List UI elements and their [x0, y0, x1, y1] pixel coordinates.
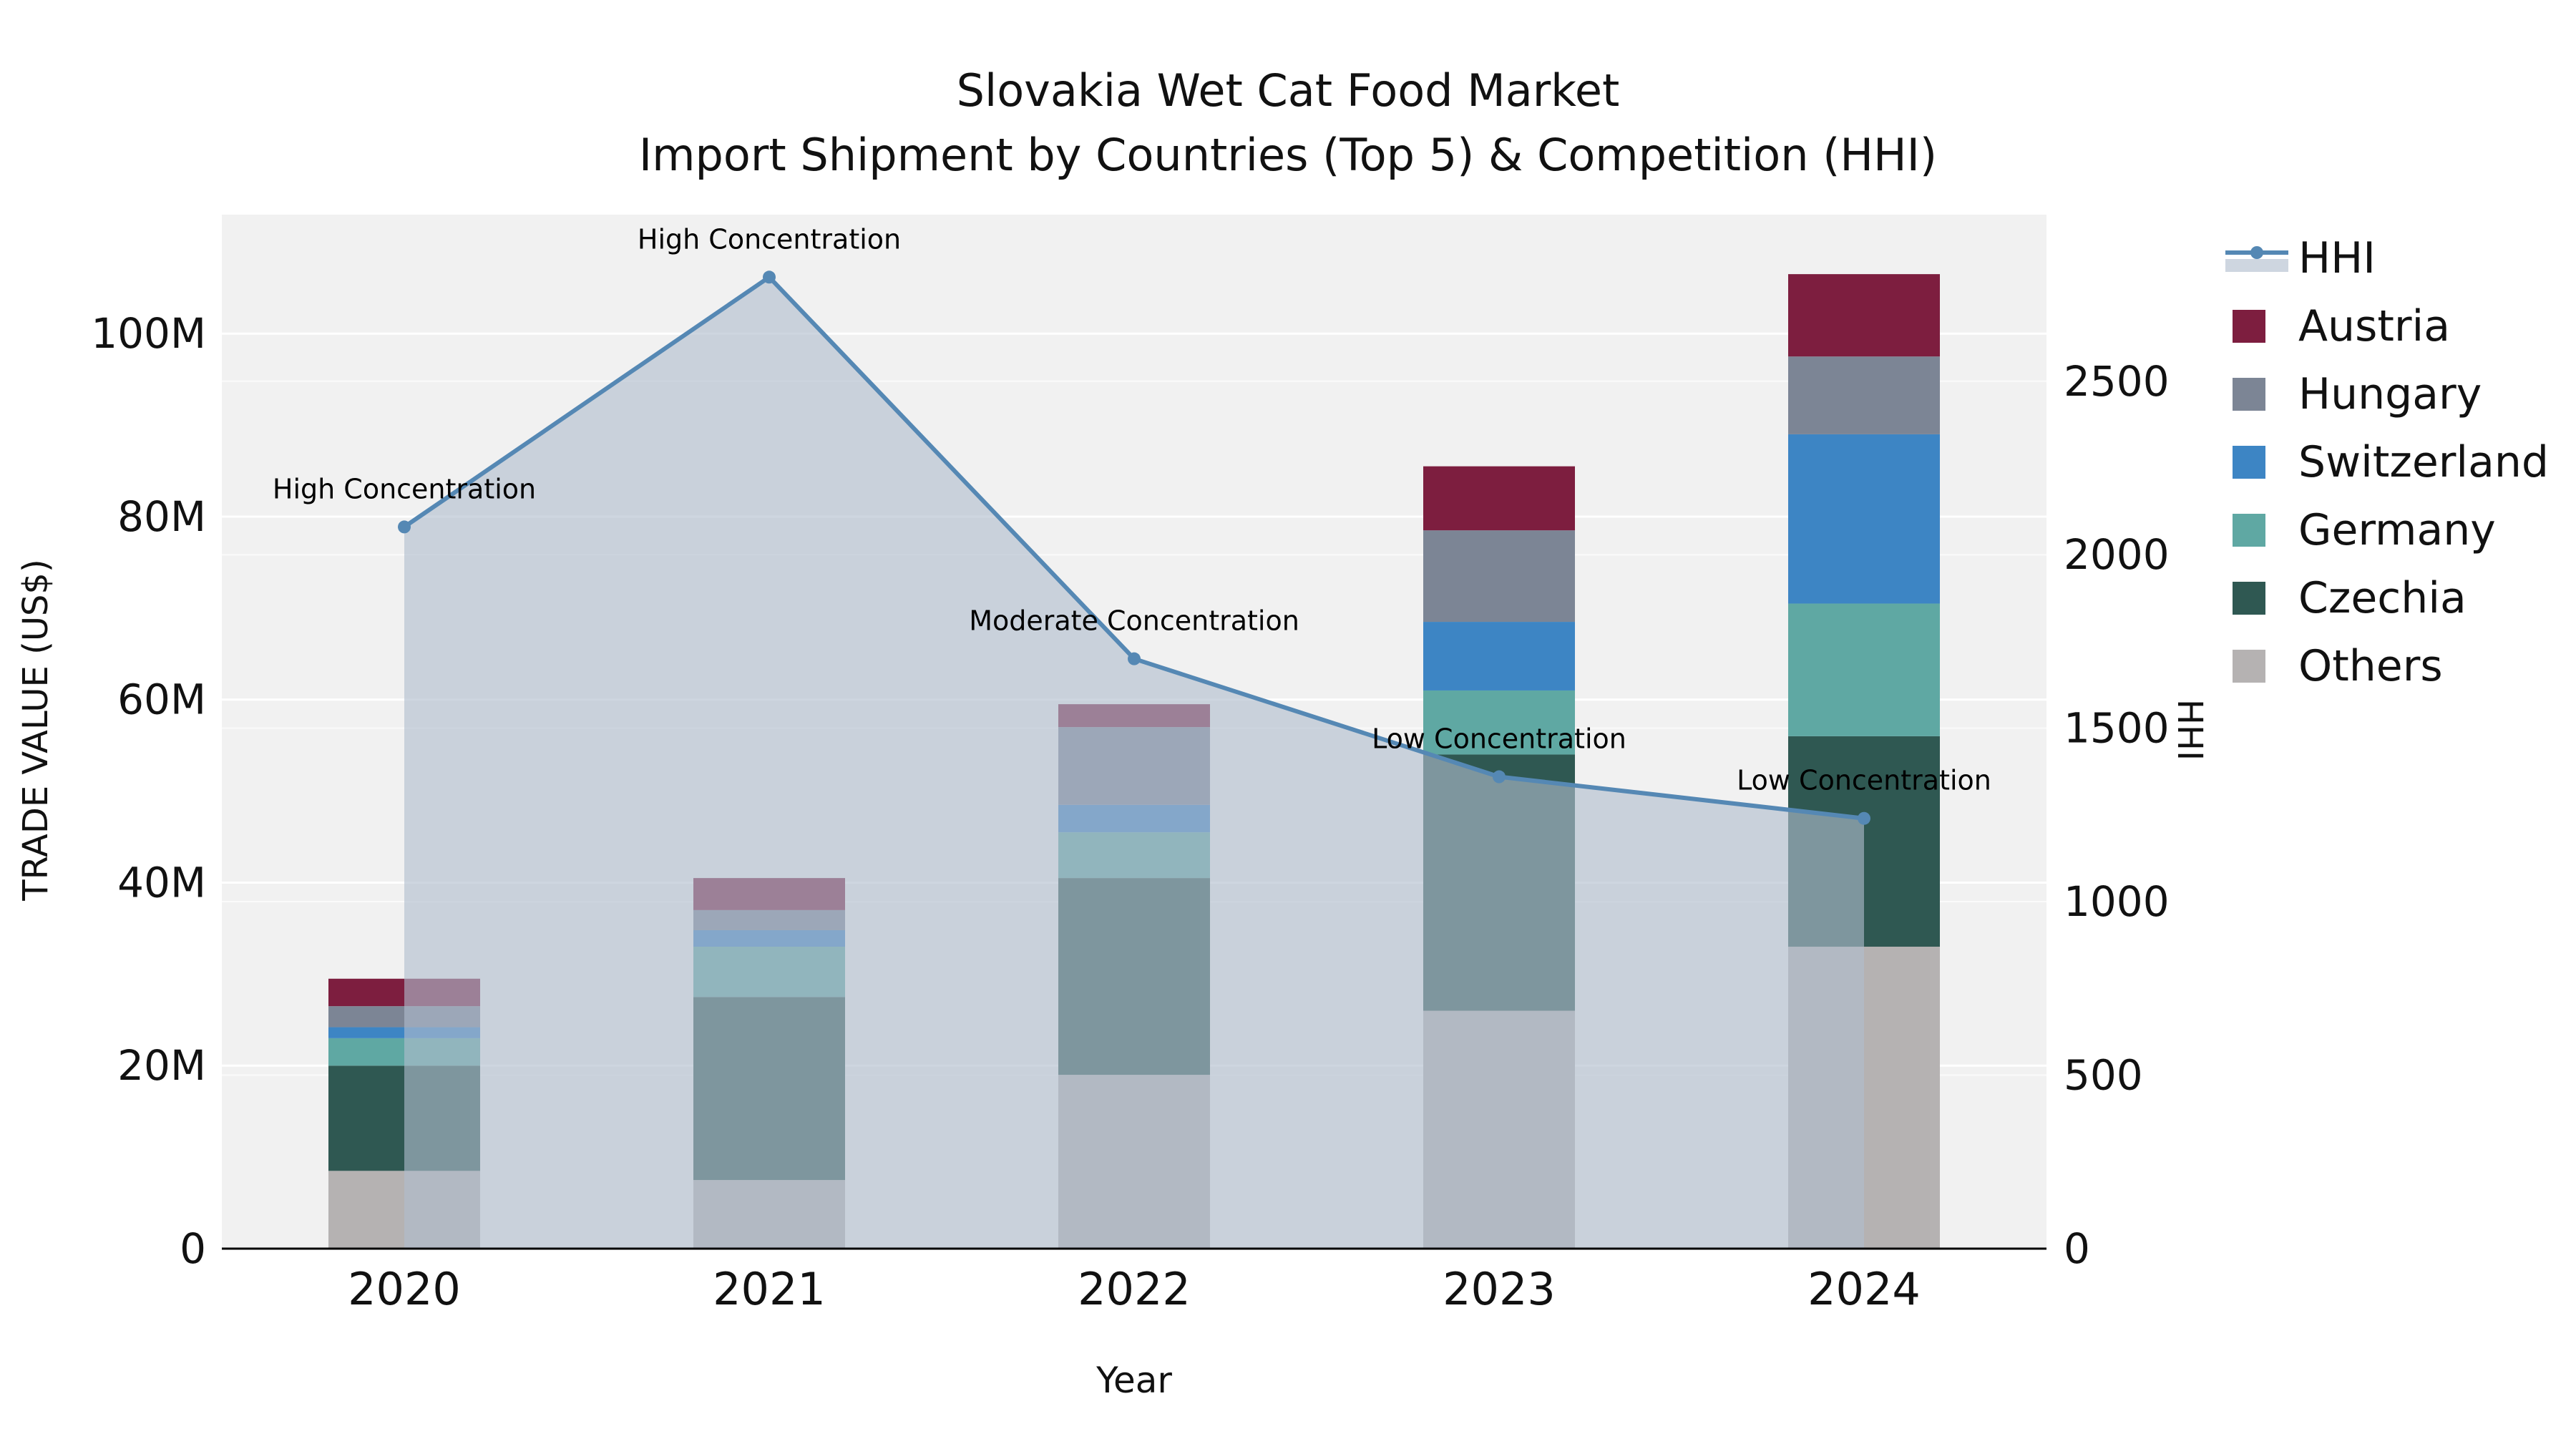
chart-subtitle: Import Shipment by Countries (Top 5) & C…: [638, 129, 1938, 181]
bar-segment-switzerland-2024: [1788, 434, 1940, 604]
y-left-tick-40M: 40M: [117, 858, 206, 907]
x-tick-2024: 2024: [1807, 1263, 1921, 1315]
bar-segment-hungary-2024: [1788, 356, 1940, 434]
legend-swatch-wrap: [2224, 242, 2293, 275]
legend-swatch-wrap: [2224, 310, 2293, 343]
x-tick-2022: 2022: [1078, 1263, 1191, 1315]
y-left-tick-100M: 100M: [91, 309, 206, 358]
legend-item-austria: Austria: [2224, 301, 2549, 351]
legend: HHI Austria Hungary Switzerland Germany Czech…: [2224, 233, 2549, 691]
hhi-marker-2024: [1858, 811, 1870, 825]
bar-segment-germany-2024: [1788, 603, 1940, 736]
legend-color-swatch: [2233, 378, 2265, 411]
bar-segment-austria-2024: [1788, 274, 1940, 357]
annotation-2022: Moderate Concentration: [969, 605, 1299, 637]
hhi-marker-2021: [763, 270, 776, 284]
legend-item-hungary: Hungary: [2224, 369, 2549, 419]
chart-title: Slovakia Wet Cat Food Market: [956, 64, 1620, 117]
annotation-2024: Low Concentration: [1737, 765, 1991, 796]
hhi-marker-2022: [1128, 652, 1141, 665]
y-right-tick-0: 0: [2064, 1224, 2090, 1273]
legend-swatch-wrap: [2224, 446, 2293, 479]
legend-label: Austria: [2298, 301, 2450, 351]
bar-segment-germany-2023: [1423, 690, 1575, 755]
legend-color-swatch: [2233, 310, 2265, 343]
legend-item-switzerland: Switzerland: [2224, 437, 2549, 487]
legend-item-hhi: HHI: [2224, 233, 2549, 283]
x-tick-2020: 2020: [348, 1263, 461, 1315]
y-right-tick-1000: 1000: [2064, 877, 2170, 926]
legend-label: Hungary: [2298, 369, 2482, 419]
legend-label: HHI: [2298, 233, 2376, 283]
bar-segment-switzerland-2023: [1423, 622, 1575, 691]
bar-segment-hungary-2023: [1423, 530, 1575, 623]
legend-swatch-wrap: [2224, 650, 2293, 683]
legend-label: Switzerland: [2298, 437, 2549, 487]
y-right-tick-1500: 1500: [2064, 704, 2170, 753]
legend-label: Others: [2298, 641, 2443, 691]
y-right-tick-2500: 2500: [2064, 357, 2170, 406]
y-axis-left-label: TRADE VALUE (US$): [16, 559, 56, 901]
legend-color-swatch: [2233, 446, 2265, 479]
annotation-2020: High Concentration: [273, 473, 536, 504]
hhi-area-fill: [404, 277, 1864, 1249]
legend-color-swatch: [2233, 514, 2265, 547]
y-left-tick-60M: 60M: [117, 675, 206, 724]
legend-color-swatch: [2233, 650, 2265, 683]
hhi-marker-2020: [398, 520, 411, 534]
legend-item-czechia: Czechia: [2224, 573, 2549, 623]
annotation-2021: High Concentration: [638, 223, 901, 255]
y-left-tick-0: 0: [180, 1224, 206, 1273]
y-left-tick-80M: 80M: [117, 492, 206, 541]
x-tick-2023: 2023: [1443, 1263, 1556, 1315]
chart-title-block: Slovakia Wet Cat Food Market Import Ship…: [0, 59, 2576, 187]
bar-segment-austria-2023: [1423, 466, 1575, 531]
annotation-2023: Low Concentration: [1372, 723, 1626, 755]
legend-swatch-wrap: [2224, 378, 2293, 411]
hhi-marker-2023: [1493, 770, 1506, 784]
legend-swatch-wrap: [2224, 582, 2293, 615]
legend-swatch-wrap: [2224, 514, 2293, 547]
y-right-tick-2000: 2000: [2064, 530, 2170, 579]
y-right-tick-500: 500: [2064, 1051, 2143, 1100]
legend-line-swatch: [2225, 246, 2288, 272]
legend-label: Czechia: [2298, 573, 2467, 623]
legend-label: Germany: [2298, 505, 2496, 555]
x-tick-2021: 2021: [713, 1263, 826, 1315]
legend-item-others: Others: [2224, 641, 2549, 691]
y-left-tick-20M: 20M: [117, 1041, 206, 1090]
legend-item-germany: Germany: [2224, 505, 2549, 555]
x-axis-label: Year: [1096, 1360, 1172, 1401]
legend-color-swatch: [2233, 582, 2265, 615]
y-axis-right-label: HHI: [2170, 698, 2210, 761]
